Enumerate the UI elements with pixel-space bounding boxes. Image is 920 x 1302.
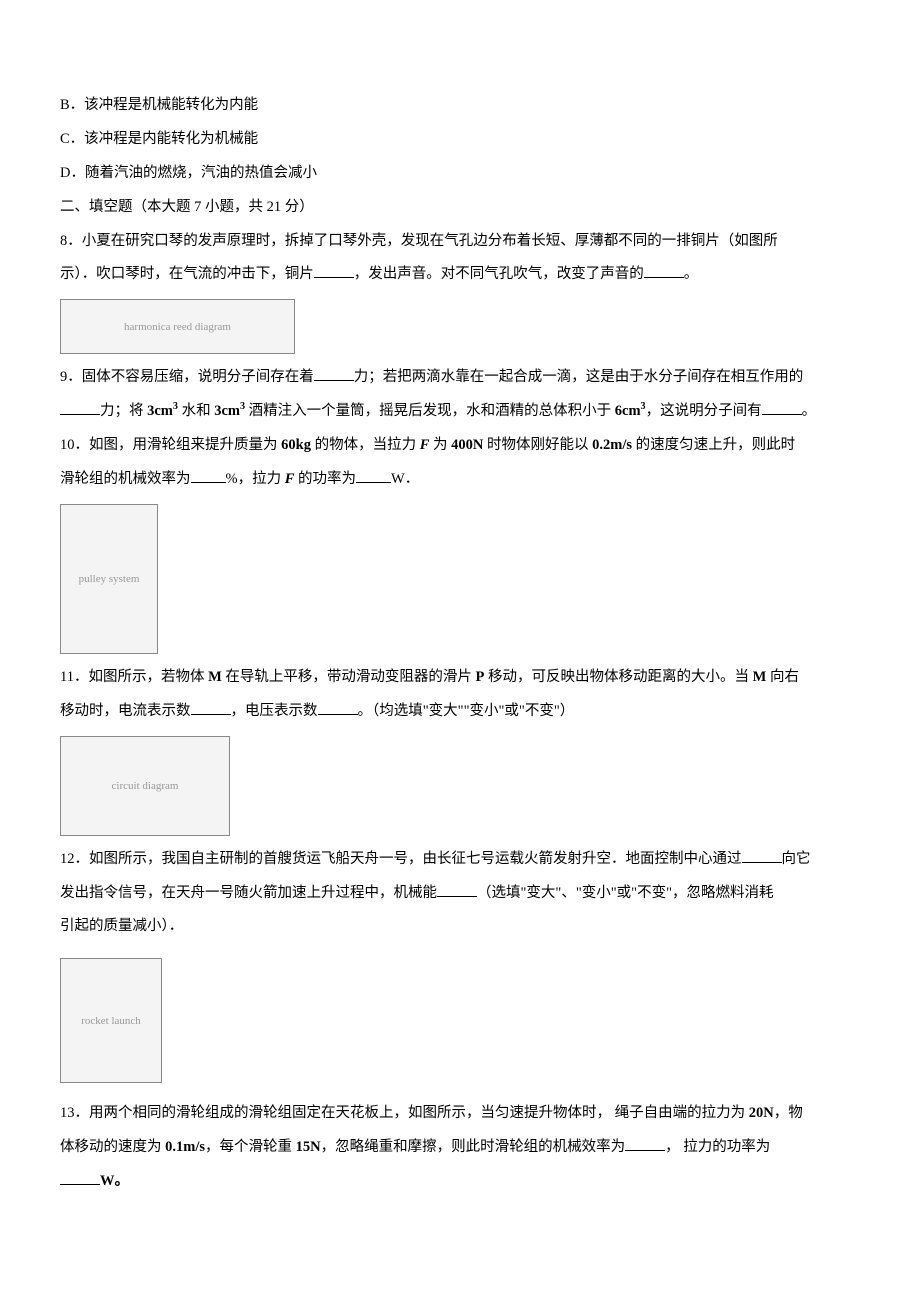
q11-text-1a: 11．如图所示，若物体 bbox=[60, 669, 208, 685]
q10-speed: 0.2m/s bbox=[592, 437, 632, 453]
q10-F2: F bbox=[285, 471, 295, 487]
q12-line3: 引起的质量减小）． bbox=[60, 911, 860, 943]
q8-line1: 8．小夏在研究口琴的发声原理时，拆掉了口琴外壳，发现在气孔边分布着长短、厚薄都不… bbox=[60, 226, 860, 258]
q9-text-2b: 水和 bbox=[178, 403, 214, 419]
q9-text-1a: 9．固体不容易压缩，说明分子间存在着 bbox=[60, 369, 314, 385]
q12-text-2a: 发出指令信号，在天舟一号随火箭加速上升过程中，机械能 bbox=[60, 885, 437, 901]
q11-line1: 11．如图所示，若物体 M 在导轨上平移，带动滑动变阻器的滑片 P 移动，可反映… bbox=[60, 662, 860, 694]
q9-text-2a: 力；将 bbox=[100, 403, 147, 419]
q10-line1: 10．如图，用滑轮组来提升质量为 60kg 的物体，当拉力 F 为 400N 时… bbox=[60, 430, 860, 462]
q10-text-1b: 的物体，当拉力 bbox=[311, 437, 420, 453]
q12-line1: 12．如图所示，我国自主研制的首艘货运飞船天舟一号，由长征七号运载火箭发射升空．… bbox=[60, 844, 860, 876]
option-b: B．该冲程是机械能转化为内能 bbox=[60, 90, 860, 122]
q13-text-2c: ，忽略绳重和摩擦，则此时滑轮组的机械效率为 bbox=[321, 1139, 626, 1155]
q10-text-1d: 时物体刚好能以 bbox=[483, 437, 592, 453]
q9-blank3 bbox=[762, 401, 802, 416]
q9-vol1: 3cm3 bbox=[147, 403, 178, 419]
q11-image: circuit diagram bbox=[60, 736, 230, 836]
q11-text-2c: 。（均选填"变大""变小"或"不变"） bbox=[358, 703, 575, 719]
q13-text-1a: 13．用两个相同的滑轮组成的滑轮组固定在天花板上，如图所示，当匀速提升物体时， … bbox=[60, 1105, 749, 1121]
q11-text-1d: 向右 bbox=[766, 669, 799, 685]
q12-text-1b: 向它 bbox=[782, 851, 811, 867]
q13-text-1b: ，物 bbox=[774, 1105, 803, 1121]
q12-blank2 bbox=[437, 882, 477, 897]
q10-mass: 60kg bbox=[281, 437, 311, 453]
q8-line2: 示）．吹口琴时，在气流的冲击下，铜片 ，发出声音。对不同气孔吹气，改变了声音的 。 bbox=[60, 259, 860, 291]
q9-blank1 bbox=[314, 367, 354, 382]
q13-line1: 13．用两个相同的滑轮组成的滑轮组固定在天花板上，如图所示，当匀速提升物体时， … bbox=[60, 1098, 860, 1130]
q13-text-3a: W。 bbox=[100, 1173, 129, 1189]
q13-text-2b: ，每个滑轮重 bbox=[205, 1139, 296, 1155]
q10-text-2a: 滑轮组的机械效率为 bbox=[60, 471, 191, 487]
q10-text-1e: 的速度匀速上升，则此时 bbox=[632, 437, 795, 453]
q10-F1: F bbox=[420, 437, 430, 453]
q11-line2: 移动时，电流表示数 ，电压表示数 。（均选填"变大""变小"或"不变"） bbox=[60, 696, 860, 728]
q8-text-a: 示）．吹口琴时，在气流的冲击下，铜片 bbox=[60, 266, 314, 282]
q8-text-b: ，发出声音。对不同气孔吹气，改变了声音的 bbox=[354, 266, 644, 282]
option-d: D．随着汽油的燃烧，汽油的热值会减小 bbox=[60, 158, 860, 190]
q8-image: harmonica reed diagram bbox=[60, 299, 295, 354]
q9-line2: 力；将 3cm3 水和 3cm3 酒精注入一个量筒，摇晃后发现，水和酒精的总体积… bbox=[60, 396, 860, 428]
q11-text-1b: 在导轨上平移，带动滑动变阻器的滑片 bbox=[222, 669, 476, 685]
q13-blank2 bbox=[60, 1171, 100, 1186]
q12-text-1a: 12．如图所示，我国自主研制的首艘货运飞船天舟一号，由长征七号运载火箭发射升空．… bbox=[60, 851, 742, 867]
q8-text-c: 。 bbox=[684, 266, 699, 282]
q10-blank2 bbox=[356, 469, 391, 484]
q10-text-2b: %，拉力 bbox=[226, 471, 285, 487]
q10-text-1c: 为 bbox=[429, 437, 451, 453]
q10-image: pulley system bbox=[60, 504, 158, 654]
q11-M2: M bbox=[753, 669, 767, 685]
q10-text-2c: 的功率为 bbox=[294, 471, 356, 487]
q9-vol2: 3cm3 bbox=[214, 403, 245, 419]
q10-force: 400N bbox=[451, 437, 483, 453]
q11-text-2b: ，电压表示数 bbox=[231, 703, 318, 719]
q9-vol3: 6cm3 bbox=[615, 403, 646, 419]
q10-text-2d: W． bbox=[391, 471, 419, 487]
q13-weight: 15N bbox=[296, 1139, 321, 1155]
q12-text-2b: （选填"变大"、"变小"或"不变"，忽略燃料消耗 bbox=[477, 885, 774, 901]
q9-text-2d: ，这说明分子间有 bbox=[646, 403, 762, 419]
q11-blank1 bbox=[191, 700, 231, 715]
q11-blank2 bbox=[318, 700, 358, 715]
q8-blank2 bbox=[644, 264, 684, 279]
q10-text-1a: 10．如图，用滑轮组来提升质量为 bbox=[60, 437, 281, 453]
q10-blank1 bbox=[191, 469, 226, 484]
q11-M1: M bbox=[208, 669, 222, 685]
q8-blank1 bbox=[314, 264, 354, 279]
q12-line2: 发出指令信号，在天舟一号随火箭加速上升过程中，机械能 （选填"变大"、"变小"或"… bbox=[60, 878, 860, 910]
q13-text-2a: 体移动的速度为 bbox=[60, 1139, 165, 1155]
q11-text-1c: 移动，可反映出物体移动距离的大小。当 bbox=[484, 669, 752, 685]
q11-text-2a: 移动时，电流表示数 bbox=[60, 703, 191, 719]
q9-text-2e: 。 bbox=[802, 403, 817, 419]
q12-blank1 bbox=[742, 848, 782, 863]
q12-image: rocket launch bbox=[60, 958, 162, 1083]
q9-text-2c: 酒精注入一个量筒，摇晃后发现，水和酒精的总体积小于 bbox=[245, 403, 615, 419]
q9-blank2 bbox=[60, 401, 100, 416]
q10-line2: 滑轮组的机械效率为 %，拉力 F 的功率为 W． bbox=[60, 464, 860, 496]
q13-blank1 bbox=[625, 1137, 665, 1152]
q13-force: 20N bbox=[749, 1105, 774, 1121]
q13-line3: W。 bbox=[60, 1166, 860, 1198]
section-2-header: 二、填空题（本大题 7 小题，共 21 分） bbox=[60, 192, 860, 224]
q9-text-1b: 力；若把两滴水靠在一起合成一滴，这是由于水分子间存在相互作用的 bbox=[354, 369, 804, 385]
q13-text-2d: ， 拉力的功率为 bbox=[665, 1139, 770, 1155]
q13-speed: 0.1m/s bbox=[165, 1139, 205, 1155]
q9-line1: 9．固体不容易压缩，说明分子间存在着 力；若把两滴水靠在一起合成一滴，这是由于水分… bbox=[60, 362, 860, 394]
q13-line2: 体移动的速度为 0.1m/s，每个滑轮重 15N，忽略绳重和摩擦，则此时滑轮组的… bbox=[60, 1132, 860, 1164]
option-c: C．该冲程是内能转化为机械能 bbox=[60, 124, 860, 156]
